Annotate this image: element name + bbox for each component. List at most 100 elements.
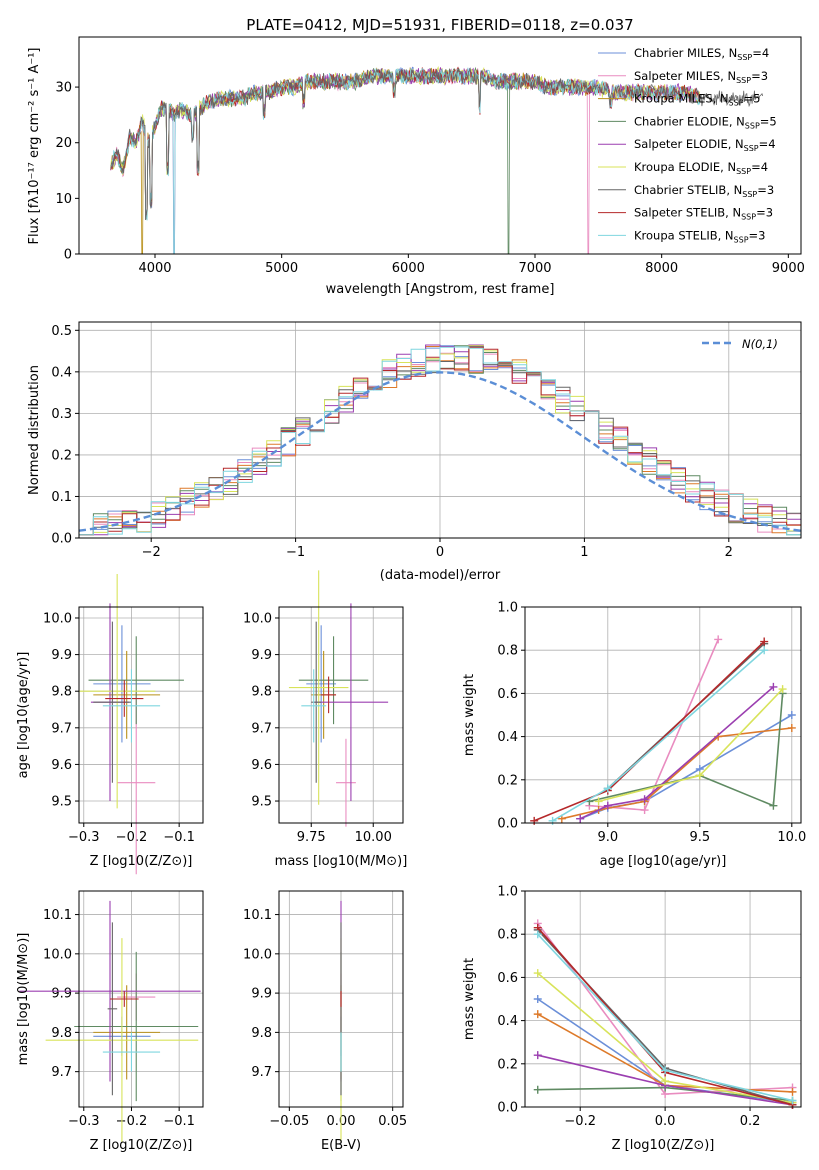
legend-entry-count: =3	[756, 206, 773, 220]
legend-entry-name: Salpeter MILES, N	[634, 69, 736, 83]
mass-z-ytick-label: 9.8	[51, 1026, 72, 1041]
mass-ebv-xlabel: E(B-V)	[321, 1138, 361, 1153]
weight-z-point-marker	[533, 1085, 542, 1094]
spectrum-panel: 4000 5000 6000 7000 8000 9000 0 10 20 30 Chabrier…	[27, 36, 805, 297]
weight-age-ytick-label: 0.2	[497, 773, 518, 788]
legend-entry-count: =5	[744, 92, 761, 106]
residual-histogram-step	[79, 346, 801, 536]
mass-z-xtick-label: −0.1	[163, 1114, 195, 1129]
mass-ebv-ytick-label: 9.9	[251, 987, 272, 1002]
spectrum-series-line	[110, 66, 599, 255]
residual-ylabel: Normed distribution	[27, 365, 42, 495]
weight-z-point-marker	[533, 930, 542, 939]
weight-age-series-line	[579, 714, 793, 820]
spectrum-xtick-label: 8000	[645, 261, 678, 276]
spectrum-series-line	[110, 67, 764, 220]
legend-entry-subscript: SSP	[737, 53, 752, 62]
mass-z-axes-frame	[78, 890, 204, 1108]
mass-ebv-ytick-label: 9.8	[251, 1026, 272, 1041]
spectrum-ytick-label: 10	[55, 192, 72, 207]
spectrum-xtick-label: 6000	[392, 261, 425, 276]
weight-z-ytick-label: 0.4	[497, 1014, 518, 1029]
mass-ebv-xtick-label: −0.05	[269, 1114, 309, 1129]
weight-z-xtick-label: 0.2	[740, 1114, 761, 1129]
weight-z-point-marker	[533, 995, 542, 1003]
legend-entry-count: =3	[757, 183, 774, 197]
weight-z-ytick-label: 0.6	[497, 971, 518, 986]
residual-axes-frame	[78, 321, 802, 539]
legend-entry-subscript: SSP	[744, 144, 759, 153]
mass-z-ytick-label: 10.0	[43, 947, 72, 962]
residual-xtick-label: 2	[725, 545, 733, 560]
residual-ytick-label: 0.1	[51, 490, 72, 505]
residual-ytick-label: 0.4	[51, 365, 72, 380]
weight-z-xlabel: Z [log10(Z/Z⊙)]	[612, 1138, 715, 1153]
residual-ytick-label: 0.2	[51, 448, 72, 463]
mass-z-ytick-label: 9.9	[51, 987, 72, 1002]
mass-z-ylabel: mass [log10(M/M⊙)]	[16, 933, 31, 1066]
spectrum-ytick-label: 20	[55, 136, 72, 151]
legend-entry: Salpeter STELIB, NSSP=3	[634, 206, 773, 222]
weight-age-marks	[530, 635, 796, 825]
weight-age-point-marker	[787, 723, 796, 732]
mass-vs-z-panel: −0.3 −0.2 −0.1 9.7 9.8 9.9 10.0 10.1 Z [log10(Z/…	[16, 890, 204, 1153]
weight-age-series-line	[579, 686, 774, 820]
weight-age-xlabel: age [log10(age/yr)]	[600, 854, 727, 869]
age-mass-ytick-label: 9.9	[251, 648, 272, 663]
residual-ytick-label: 0.5	[51, 324, 72, 339]
weight-age-axes-frame	[524, 606, 802, 824]
figure-title: PLATE=0412, MJD=51931, FIBERID=0118, z=0…	[246, 16, 633, 34]
weight-z-xtick-label: −0.2	[564, 1114, 596, 1129]
weight-age-point-marker	[640, 806, 649, 815]
weight-age-ytick-label: 0.4	[497, 730, 518, 745]
legend-entry-count: =4	[759, 137, 776, 151]
weight-z-ytick-label: 0.2	[497, 1057, 518, 1072]
weight-age-point-marker	[548, 816, 557, 825]
age-mass-xtick-label: 10.00	[355, 830, 392, 845]
age-z-ytick-label: 10.0	[43, 611, 72, 626]
legend-entry-count: =3	[749, 228, 766, 242]
weight-age-ytick-label: 0.8	[497, 644, 518, 659]
legend-entry: Kroupa ELODIE, NSSP=4	[634, 160, 768, 176]
legend-entry: Salpeter ELODIE, NSSP=4	[634, 137, 776, 153]
weight-age-point-marker	[760, 637, 769, 646]
legend-entry-subscript: SSP	[741, 213, 756, 222]
weight-vs-z-panel: −0.2 0.0 0.2 0.0 0.2 0.4 0.6 0.8 1.0 Z [log10(Z/Z…	[462, 885, 802, 1153]
legend-entry-name: Salpeter STELIB, N	[634, 206, 741, 220]
residual-histogram-panel: −2 −1 0 1 2 0.0 0.1 0.2 0.3 0.4 0.5 N(0,1) (data-m…	[27, 321, 802, 583]
weight-z-point-marker	[661, 1066, 670, 1075]
legend-entry-name: Chabrier STELIB, N	[634, 183, 742, 197]
spectrum-ticks: 4000 5000 6000 7000 8000 9000 0 10 20 30	[55, 81, 804, 276]
legend-entry-subscript: SSP	[736, 167, 751, 176]
legend-entry: Chabrier MILES, NSSP=4	[634, 46, 769, 62]
weight-age-series-line	[589, 639, 719, 811]
legend-entry-count: =4	[752, 46, 769, 60]
weight-age-ytick-label: 0.6	[497, 687, 518, 702]
age-z-axes-frame	[78, 606, 204, 824]
weight-z-marks	[533, 919, 797, 1109]
weight-vs-age-panel: 9.0 9.5 10.0 0.0 0.2 0.4 0.6 0.8 1.0 age [log10(a…	[462, 601, 806, 870]
age-vs-z-panel: −0.3 −0.2 −0.1 9.5 9.6 9.7 9.8 9.9 10.0 Z [log10(…	[16, 574, 204, 875]
mass-z-xlabel: Z [log10(Z/Z⊙)]	[90, 1138, 193, 1153]
age-mass-ytick-label: 9.7	[251, 721, 272, 736]
weight-z-point-marker	[661, 1077, 670, 1086]
legend-entry-name: Kroupa ELODIE, N	[634, 160, 736, 174]
residual-xtick-label: −1	[286, 545, 305, 560]
mass-z-xtick-label: −0.3	[68, 1114, 100, 1129]
weight-age-point-marker	[695, 771, 704, 780]
weight-age-xtick-label: 9.0	[597, 830, 618, 845]
weight-age-grid: 9.0 9.5 10.0 0.0 0.2 0.4 0.6 0.8 1.0	[497, 601, 806, 846]
age-mass-xtick-label: 9.75	[297, 830, 326, 845]
weight-age-point-marker	[640, 795, 649, 804]
legend-entry: Kroupa MILES, NSSP=5	[634, 92, 760, 108]
weight-z-point-marker	[533, 1010, 542, 1019]
weight-age-point-marker	[760, 646, 769, 655]
age-mass-axes-frame	[278, 606, 404, 824]
legend-entry-name: Chabrier ELODIE, N	[634, 114, 745, 128]
spectrum-xlabel: wavelength [Angstrom, rest frame]	[326, 282, 555, 297]
legend-entry: Salpeter MILES, NSSP=3	[634, 69, 768, 85]
weight-age-ytick-label: 1.0	[497, 601, 518, 616]
age-z-ylabel: age [log10(age/yr)]	[16, 652, 31, 779]
